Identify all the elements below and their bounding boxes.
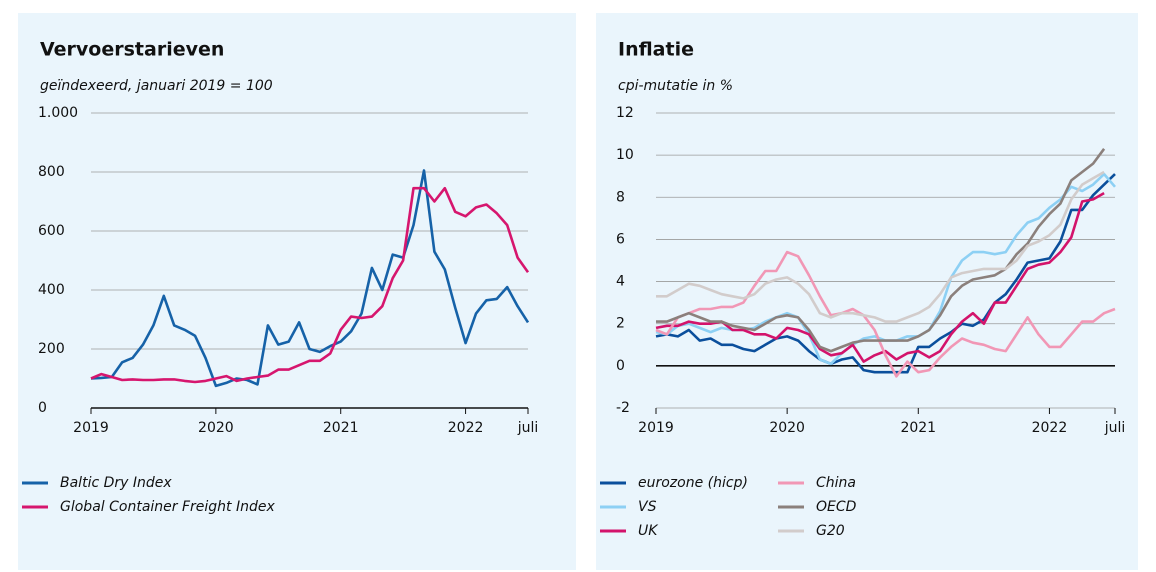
- x-tick-label: 2022: [448, 420, 484, 436]
- y-tick-label: 2: [616, 316, 625, 332]
- x-tick-label: juli: [517, 420, 539, 436]
- series-line: [656, 148, 1106, 353]
- panel: [596, 13, 1138, 570]
- chart-subtitle: geïndexeerd, januari 2019 = 100: [40, 78, 273, 94]
- y-tick-label: 6: [616, 231, 625, 247]
- chart-title: Vervoerstarieven: [40, 39, 224, 61]
- y-tick-label: 400: [38, 282, 65, 298]
- x-tick-label: juli: [1104, 420, 1126, 436]
- x-tick-label: 2021: [900, 420, 936, 436]
- y-tick-label: 4: [616, 274, 625, 290]
- x-tick-label: 2020: [198, 420, 234, 436]
- y-tick-label: 200: [38, 341, 65, 357]
- legend-label: UK: [638, 523, 659, 539]
- y-tick-label: -2: [616, 400, 630, 416]
- legend-label: OECD: [816, 499, 857, 515]
- legend-label: Baltic Dry Index: [60, 475, 172, 491]
- legend-label: China: [816, 475, 856, 491]
- x-tick-label: 2021: [323, 420, 359, 436]
- y-tick-label: 1.000: [38, 105, 78, 121]
- chart-title: Inflatie: [618, 39, 694, 61]
- series-line: [655, 173, 1116, 374]
- series-line: [655, 250, 1116, 378]
- series-line: [656, 170, 1105, 323]
- x-tick-label: 2020: [769, 420, 805, 436]
- series-line: [90, 186, 530, 384]
- legend-label: Global Container Freight Index: [60, 499, 275, 515]
- y-tick-label: 0: [38, 400, 47, 416]
- legend-label: eurozone (hicp): [638, 475, 748, 491]
- x-tick-label: 2019: [638, 420, 674, 436]
- chart-subtitle: cpi-mutatie in %: [618, 78, 733, 94]
- x-tick-label: 2022: [1032, 420, 1068, 436]
- y-tick-label: 0: [616, 358, 625, 374]
- y-tick-label: 8: [616, 189, 625, 205]
- legend-label: VS: [638, 499, 657, 515]
- y-tick-label: 10: [616, 147, 634, 163]
- series-line: [90, 169, 530, 388]
- x-tick-label: 2019: [73, 420, 109, 436]
- y-tick-label: 600: [38, 223, 65, 239]
- legend-label: G20: [816, 523, 845, 539]
- y-tick-label: 800: [38, 164, 65, 180]
- series-line: [655, 191, 1105, 363]
- panel: [18, 13, 576, 570]
- y-tick-label: 12: [616, 105, 634, 121]
